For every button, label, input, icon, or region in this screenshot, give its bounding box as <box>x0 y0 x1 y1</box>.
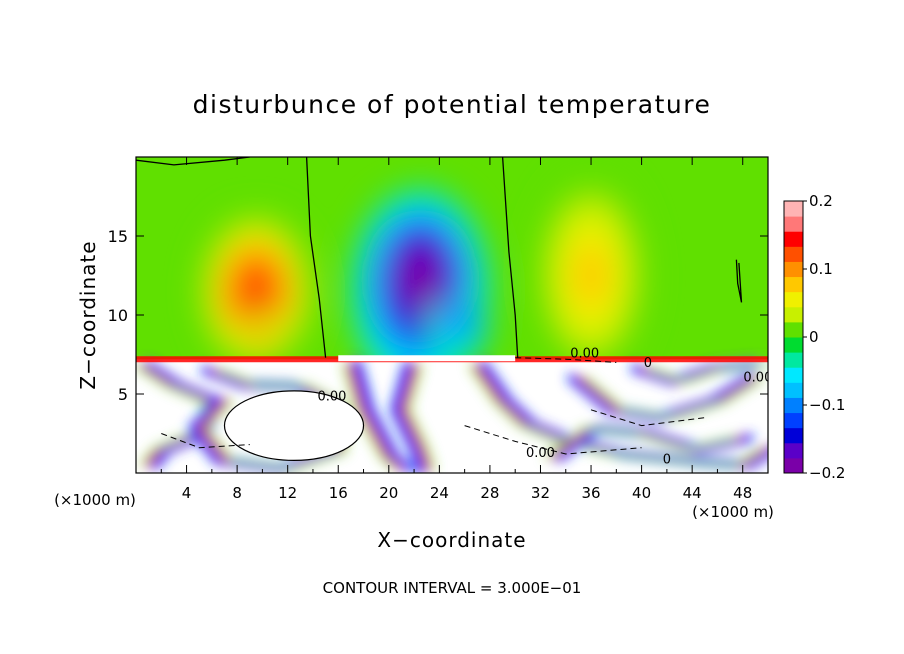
colorbar-segment <box>784 321 803 338</box>
turbulent-band <box>346 362 402 471</box>
colorbar-tick-label: 0.1 <box>809 260 833 278</box>
quiescent-cell <box>223 390 365 461</box>
turbulent-band <box>646 362 768 383</box>
anomaly-level <box>239 267 273 315</box>
colorbar-segment <box>784 337 803 353</box>
turbulent-band <box>204 368 347 470</box>
x-tick-label: 4 <box>182 484 192 502</box>
contour-line-negative <box>590 409 705 427</box>
colorbar-tick-label: −0.2 <box>809 464 845 482</box>
x-unit-left: (×1000 m) <box>54 491 136 509</box>
y-tick-label: 5 <box>118 385 128 404</box>
turbulent-band <box>353 359 413 473</box>
contour-labels: 0.00 0.00 0.00 0.00 0 0 <box>317 347 772 468</box>
colorbar-tick-label: 0.2 <box>809 192 833 210</box>
turbulent-bands <box>136 359 768 473</box>
y-axis-label: Z−coordinate <box>76 240 100 389</box>
colorbar-segment <box>784 442 803 459</box>
contour-label: 0.00 <box>526 446 555 461</box>
x-tick-label: 12 <box>278 484 297 502</box>
contour-label: 0.00 <box>570 347 599 362</box>
x-axis-label: X−coordinate <box>377 528 526 552</box>
contour-line <box>735 259 743 303</box>
colorbar-segment <box>784 276 803 293</box>
turbulent-band <box>350 361 407 471</box>
colorbar-segment <box>784 231 803 247</box>
turbulent-band <box>342 362 397 470</box>
anomaly-blobs <box>199 172 648 394</box>
colorbar-segment <box>784 412 803 429</box>
contour-label: 0.00 <box>317 389 346 404</box>
x-tick-label: 40 <box>632 484 651 502</box>
x-tick-label: 32 <box>531 484 550 502</box>
contour-label: 0 <box>663 453 671 468</box>
chart-title: disturbunce of potential temperature <box>193 90 712 119</box>
colorbar-segment <box>784 261 803 278</box>
y-axis-ticks: 5 10 15 <box>108 227 768 404</box>
x-unit-right: (×1000 m) <box>692 503 774 521</box>
contour-line-negative <box>161 433 250 449</box>
turbulent-band <box>390 361 425 473</box>
turbulent-band <box>406 364 435 472</box>
colorbar-segment <box>784 367 803 383</box>
x-tick-label: 24 <box>430 484 449 502</box>
colorbar-segment <box>784 306 803 323</box>
contour-label: 0.00 <box>743 370 772 385</box>
colorbar-segment <box>784 457 803 474</box>
colorbar-segment <box>784 397 803 414</box>
colorbar-segment <box>784 216 803 232</box>
contour-line-negative <box>515 357 617 363</box>
x-tick-label: 8 <box>232 484 242 502</box>
anomaly-level <box>448 308 468 327</box>
x-tick-label: 44 <box>683 484 702 502</box>
anomaly-level <box>256 329 269 345</box>
turbulent-band <box>401 363 431 472</box>
x-tick-label: 48 <box>733 484 752 502</box>
x-tick-label: 20 <box>379 484 398 502</box>
colorbar-segment <box>784 246 803 262</box>
x-tick-label: 28 <box>480 484 499 502</box>
anomaly-level <box>399 247 442 309</box>
colorbar-segment <box>784 352 803 368</box>
contour-interval-note: CONTOUR INTERVAL = 3.000E−01 <box>323 579 582 597</box>
colorbar <box>783 200 804 474</box>
y-tick-label: 15 <box>108 227 128 246</box>
contour-line-negative <box>464 425 642 455</box>
colorbar-segment <box>784 291 803 308</box>
colorbar-tick-label: −0.1 <box>809 396 845 414</box>
anomaly-level <box>574 244 608 307</box>
colorbar-labels: 0.2 0.1 0 −0.1 −0.2 <box>803 192 845 482</box>
colorbar-segment <box>784 201 803 217</box>
x-tick-label: 16 <box>329 484 348 502</box>
y-tick-label: 10 <box>108 306 128 325</box>
inversion-gap <box>338 355 516 362</box>
turbulent-band <box>583 376 764 420</box>
turbulent-band <box>469 364 763 467</box>
contour-field: 0.00 0.00 0.00 0.00 0 0 <box>136 157 772 473</box>
x-tick-label: 36 <box>581 484 600 502</box>
contour-label: 0 <box>644 356 652 371</box>
turbulent-band <box>396 363 427 473</box>
colorbar-tick-label: 0 <box>809 328 819 346</box>
contour-line <box>305 157 327 358</box>
turbulent-band <box>545 427 738 459</box>
colorbar-segment <box>784 427 803 444</box>
x-axis-ticks: 4 8 12 16 20 24 28 32 36 40 44 48 <box>160 157 752 502</box>
contour-line <box>501 157 519 358</box>
lower-layer <box>136 355 768 473</box>
colorbar-segment <box>784 382 803 398</box>
